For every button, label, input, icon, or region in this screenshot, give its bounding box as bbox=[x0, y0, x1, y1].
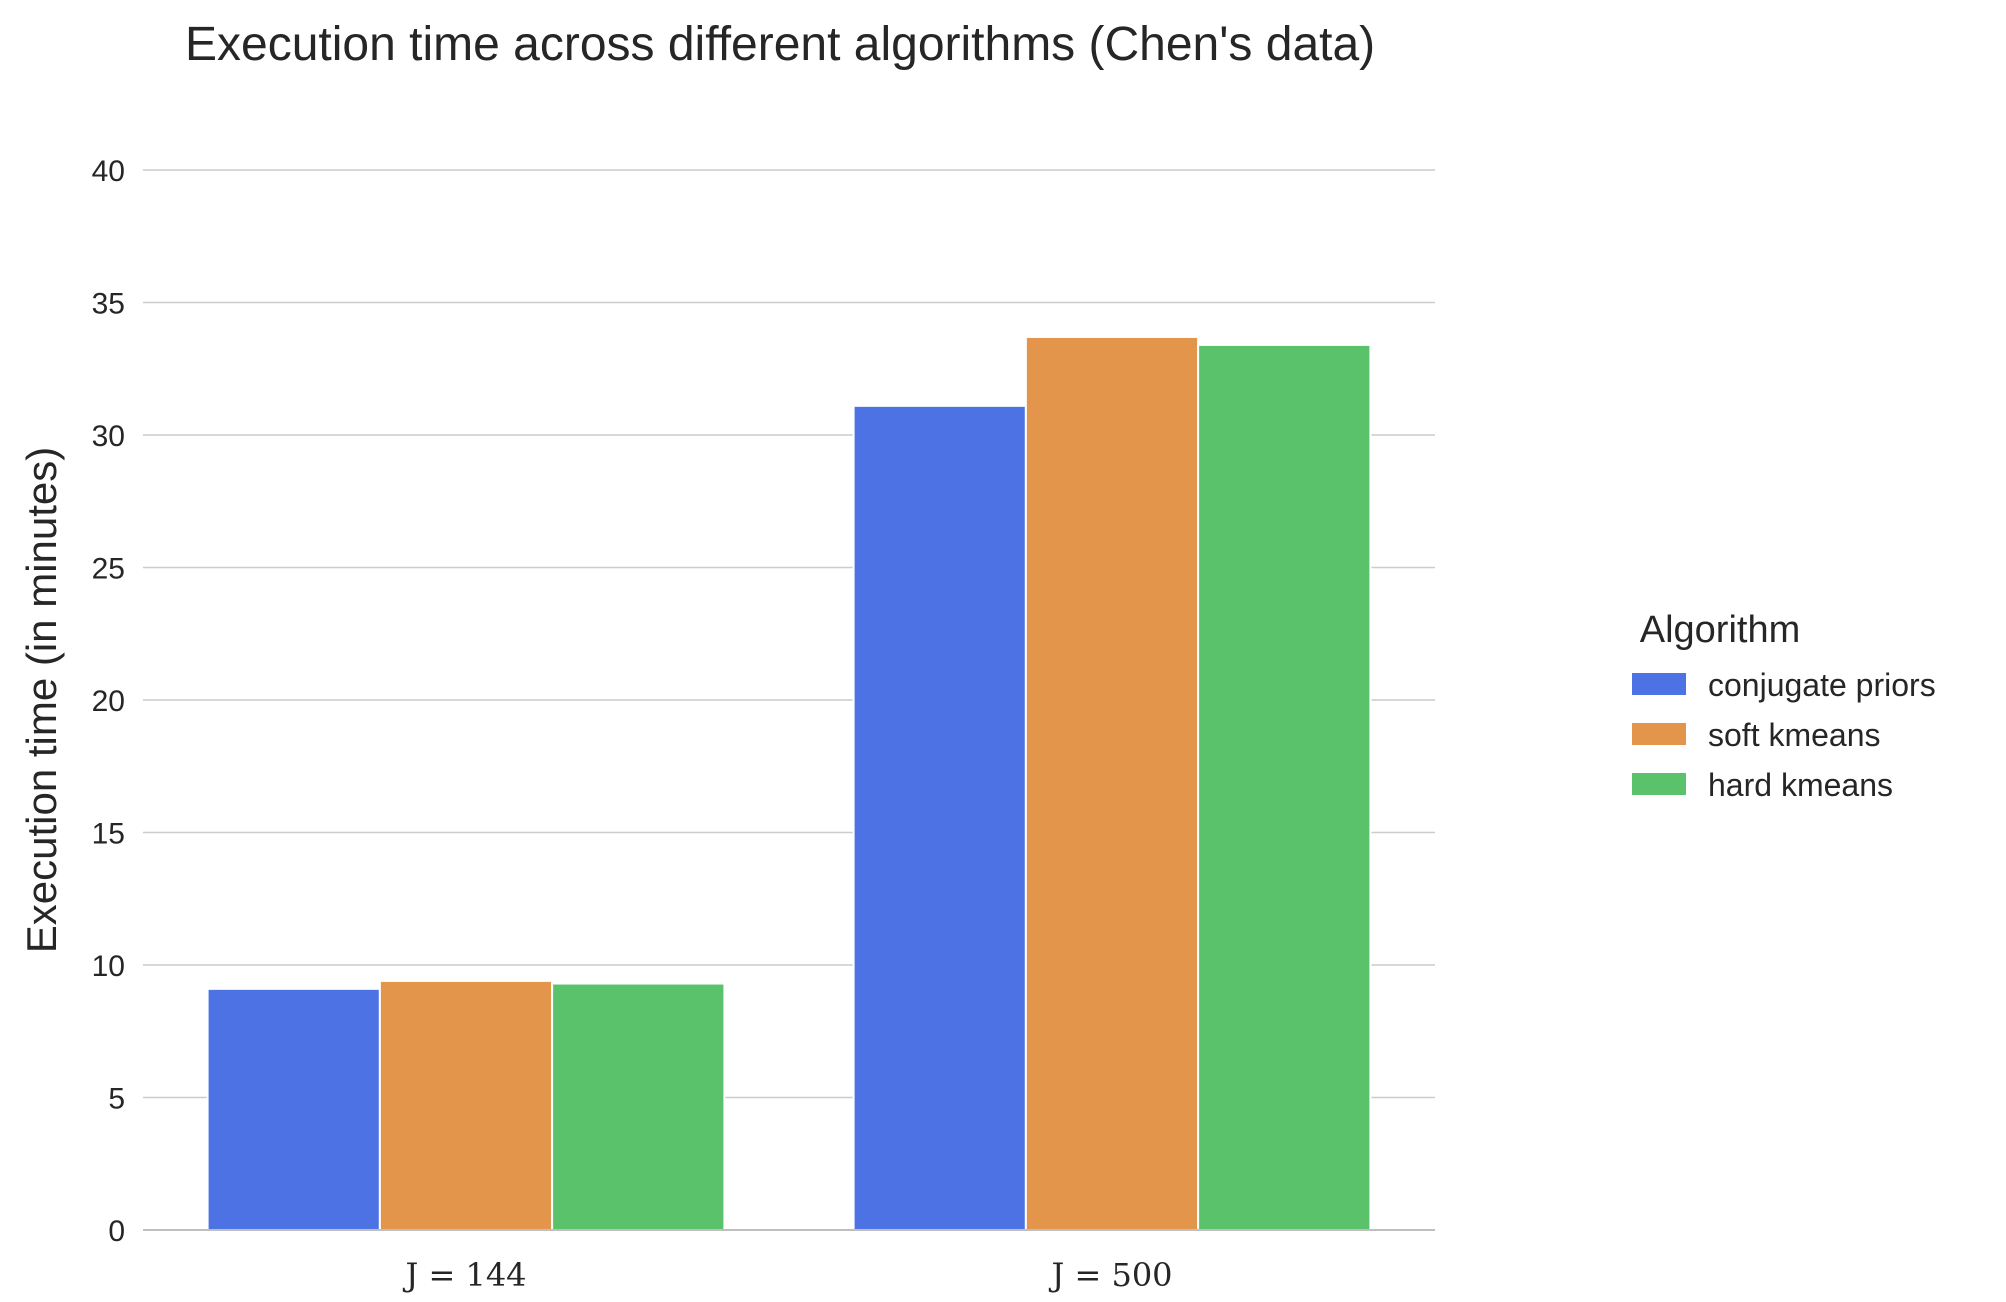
bar-hard-kmeans-0 bbox=[551, 982, 726, 1231]
y-tick-label: 0 bbox=[108, 1215, 125, 1248]
bar-hard-kmeans-1 bbox=[1197, 343, 1372, 1231]
x-axis-ticks: J = 144 J = 500 bbox=[402, 1256, 1172, 1294]
y-tick-label: 30 bbox=[92, 420, 125, 453]
y-axis-ticks: 0 5 10 15 20 25 30 35 40 bbox=[92, 155, 125, 1248]
legend-swatch-soft-kmeans bbox=[1632, 723, 1686, 745]
legend: Algorithm conjugate priors soft kmeans har… bbox=[1632, 609, 1936, 803]
y-tick-label: 15 bbox=[92, 818, 125, 851]
y-tick-label: 25 bbox=[92, 553, 125, 586]
legend-title: Algorithm bbox=[1640, 609, 1801, 651]
bar-conjugate-priors-1 bbox=[852, 404, 1027, 1232]
y-tick-label: 40 bbox=[92, 155, 125, 188]
chart-title: Execution time across different algorith… bbox=[185, 18, 1375, 71]
legend-swatch-conjugate-priors bbox=[1632, 673, 1686, 695]
x-tick-label: J = 500 bbox=[1048, 1256, 1172, 1294]
legend-label: hard kmeans bbox=[1708, 767, 1893, 803]
y-tick-label: 10 bbox=[92, 950, 125, 983]
gridlines bbox=[143, 169, 1435, 1099]
y-tick-label: 5 bbox=[108, 1083, 125, 1116]
x-tick-label: J = 144 bbox=[402, 1256, 526, 1294]
y-tick-label: 20 bbox=[92, 685, 125, 718]
bar-soft-kmeans-1 bbox=[1024, 335, 1200, 1231]
y-tick-label: 35 bbox=[92, 288, 125, 321]
y-axis-label: Execution time (in minutes) bbox=[18, 447, 65, 954]
legend-label: soft kmeans bbox=[1708, 717, 1881, 753]
bars bbox=[206, 335, 1372, 1232]
bar-soft-kmeans-0 bbox=[378, 979, 554, 1232]
legend-label: conjugate priors bbox=[1708, 667, 1936, 703]
legend-swatch-hard-kmeans bbox=[1632, 773, 1686, 795]
bar-conjugate-priors-0 bbox=[206, 987, 381, 1231]
